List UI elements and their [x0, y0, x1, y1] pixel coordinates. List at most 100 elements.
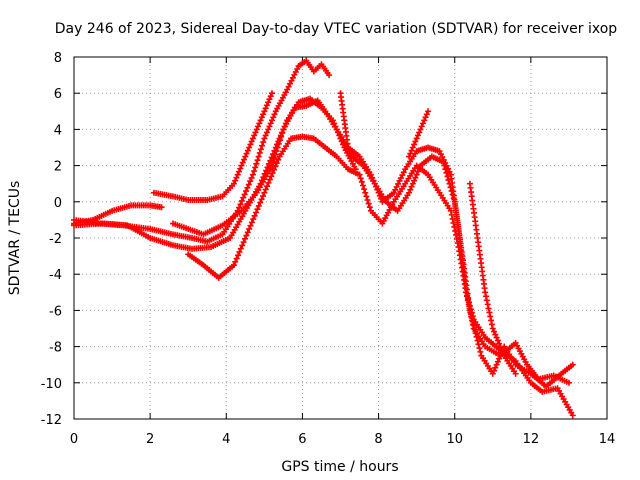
data-point: [260, 111, 267, 118]
data-point: [497, 343, 504, 350]
data-point: [261, 108, 268, 115]
data-point: [450, 195, 457, 202]
data-point: [423, 111, 430, 118]
data-point: [243, 188, 250, 195]
data-point: [366, 204, 373, 211]
data-point: [471, 326, 478, 333]
data-point: [244, 229, 251, 236]
series-track-9: [337, 90, 355, 160]
data-point: [230, 262, 237, 269]
data-point: [268, 90, 275, 97]
data-point: [257, 199, 264, 206]
data-point: [259, 193, 266, 200]
y-tick-label: 2: [54, 160, 62, 175]
data-point: [409, 180, 416, 187]
data-point: [268, 117, 275, 124]
data-point: [489, 325, 496, 332]
y-tick-label: -8: [49, 341, 62, 356]
data-point: [492, 364, 499, 371]
data-point: [345, 144, 352, 151]
data-point: [473, 333, 480, 340]
data-point: [252, 129, 259, 136]
y-tick-label: -4: [49, 268, 62, 283]
data-point: [472, 330, 479, 337]
data-point: [449, 191, 456, 198]
data-point: [446, 180, 453, 187]
data-point: [241, 235, 248, 242]
data-point: [242, 153, 249, 160]
data-point: [256, 149, 263, 156]
data-point: [271, 166, 278, 173]
data-point: [279, 130, 286, 137]
data-point: [258, 196, 265, 203]
data-point: [158, 204, 165, 211]
data-point: [411, 141, 418, 148]
data-point: [262, 105, 269, 112]
x-tick-label: 4: [222, 432, 230, 447]
data-point: [512, 370, 519, 377]
data-point: [267, 120, 274, 127]
data-point: [470, 322, 477, 329]
data-point: [261, 135, 268, 142]
data-point: [247, 141, 254, 148]
data-point: [232, 177, 239, 184]
data-point: [569, 412, 576, 419]
data-point: [235, 168, 242, 175]
y-tick-label: -2: [49, 232, 62, 247]
data-point: [364, 196, 371, 203]
data-point: [496, 340, 503, 347]
data-point: [255, 123, 262, 130]
data-point: [275, 156, 282, 163]
data-point: [477, 348, 484, 355]
data-point: [238, 197, 245, 204]
data-point: [267, 93, 274, 100]
series-track-6: [185, 133, 576, 419]
data-point: [273, 148, 280, 155]
data-point: [264, 183, 271, 190]
data-point: [498, 346, 505, 353]
series-track-7: [337, 135, 576, 390]
data-point: [257, 146, 264, 153]
data-point: [271, 111, 278, 118]
x-tick-label: 10: [446, 432, 463, 447]
data-point: [346, 147, 353, 154]
data-point: [357, 175, 364, 182]
data-point: [442, 166, 449, 173]
data-point: [241, 156, 248, 163]
data-point: [265, 126, 272, 133]
data-point: [275, 140, 282, 147]
data-point: [418, 123, 425, 130]
x-tick-label: 6: [298, 432, 306, 447]
data-point: [485, 305, 492, 312]
x-tick-label: 8: [374, 432, 382, 447]
data-point: [263, 102, 270, 109]
data-point: [272, 151, 279, 158]
data-point: [257, 117, 264, 124]
data-point: [263, 129, 270, 136]
data-point: [445, 177, 452, 184]
data-point: [240, 194, 247, 201]
data-point: [269, 170, 276, 177]
data-point: [365, 200, 372, 207]
data-point: [265, 160, 272, 167]
data-point: [416, 165, 423, 172]
data-point: [347, 150, 354, 157]
data-point: [276, 137, 283, 144]
data-point: [414, 168, 421, 175]
data-point: [246, 225, 253, 232]
data-point: [266, 123, 273, 130]
data-point: [414, 132, 421, 139]
data-point: [494, 337, 501, 344]
data-point: [482, 289, 489, 296]
x-tick-label: 0: [70, 432, 78, 447]
x-tick-label: 12: [523, 432, 540, 447]
data-point: [496, 355, 503, 362]
data-point: [270, 114, 277, 121]
series-track-10: [466, 180, 519, 377]
data-point: [326, 72, 333, 79]
y-tick-label: 4: [54, 123, 62, 138]
data-point: [486, 309, 493, 316]
chart-title: Day 246 of 2023, Sidereal Day-to-day VTE…: [55, 21, 618, 37]
data-point: [476, 345, 483, 352]
